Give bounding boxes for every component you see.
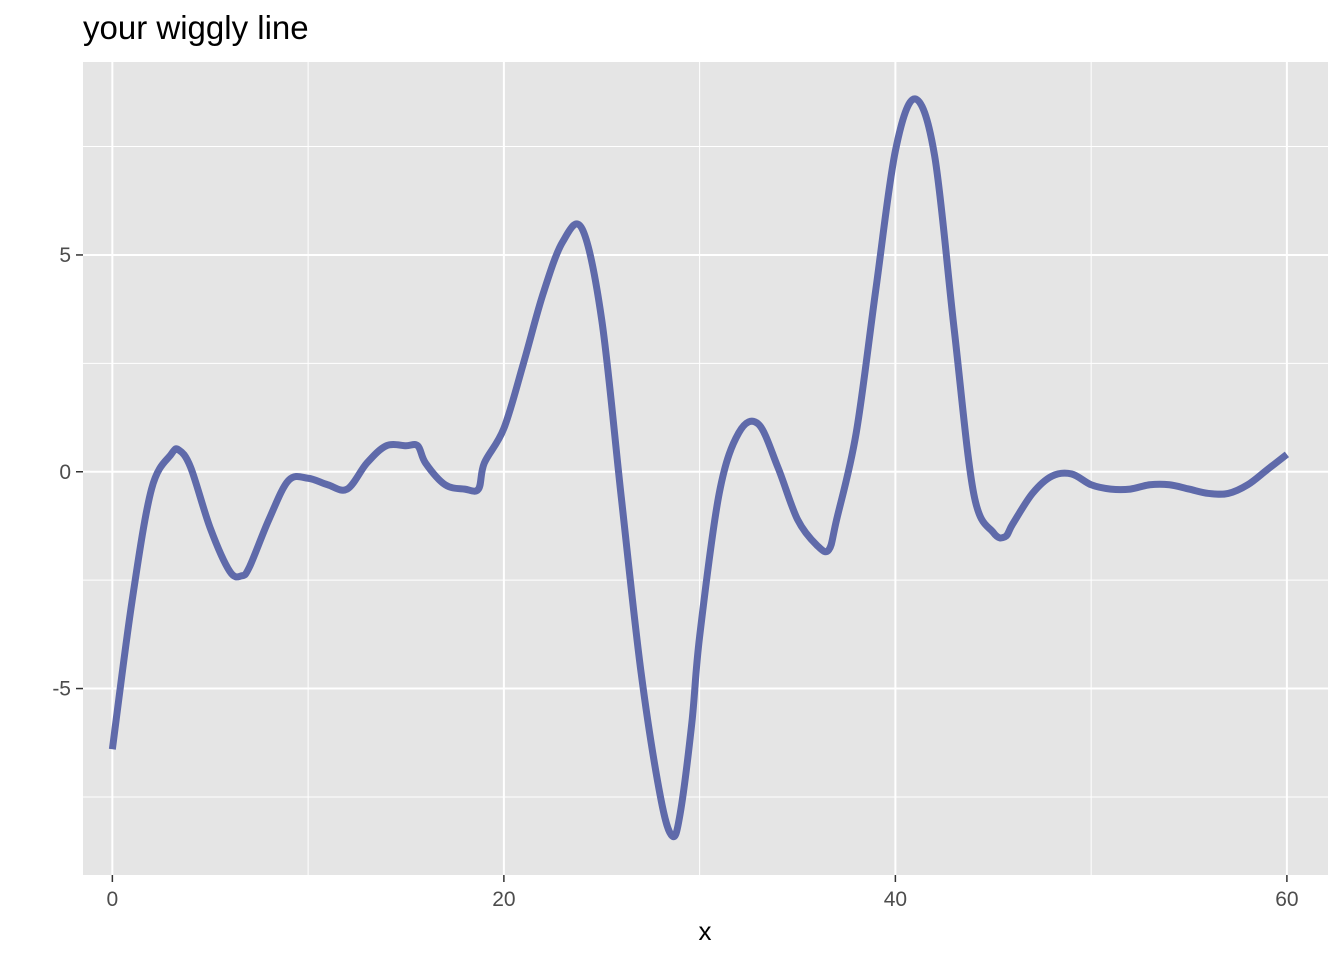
series-line xyxy=(108,95,1290,841)
grid-major xyxy=(83,62,1328,875)
y-tick-label: -5 xyxy=(52,678,71,701)
plot-panel xyxy=(83,62,1328,875)
y-axis-ticks: -5 0 5 xyxy=(52,244,83,701)
x-axis-title: x xyxy=(699,916,712,946)
y-tick-label: 5 xyxy=(59,244,71,267)
x-tick-label: 20 xyxy=(492,888,515,911)
y-tick-label: 0 xyxy=(59,461,71,484)
chart-title: your wiggly line xyxy=(83,9,309,46)
x-tick-label: 0 xyxy=(107,888,119,911)
grid-minor xyxy=(83,62,1328,875)
x-axis-ticks: 0 20 40 60 xyxy=(107,875,1299,911)
x-tick-label: 40 xyxy=(884,888,907,911)
x-tick-label: 60 xyxy=(1275,888,1298,911)
